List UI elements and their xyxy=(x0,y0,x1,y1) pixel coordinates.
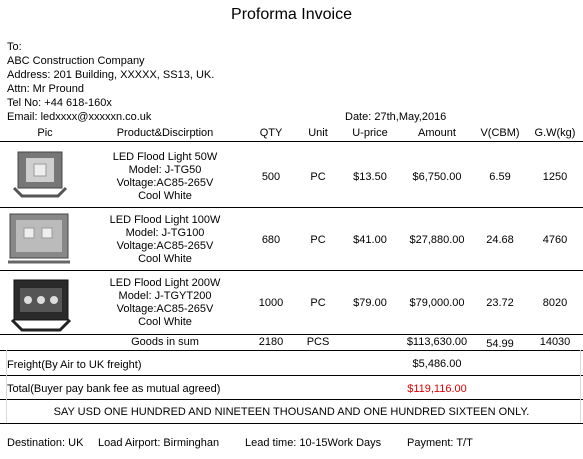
cell-cbm: 24.68 xyxy=(486,233,514,246)
sum-qty: 2180 xyxy=(258,336,284,348)
column-header: Unit xyxy=(308,127,328,139)
rule xyxy=(0,141,583,142)
recipient-line: Email: ledxxxx@xxxxxn.co.uk xyxy=(7,111,152,123)
footer-item: Load Airport: Birminghan xyxy=(98,437,220,449)
cell-unit: PC xyxy=(310,171,326,183)
cell-amount: $79,000.00 xyxy=(409,297,465,309)
product-line: Model: J-TG50 xyxy=(128,164,202,176)
recipient-line: To: xyxy=(7,41,22,53)
rule xyxy=(0,207,583,208)
cell-unit: PC xyxy=(310,297,326,309)
sum-cbm: 54.99 xyxy=(486,338,514,350)
freight-value: $5,486.00 xyxy=(412,358,462,370)
footer-item: Lead time: 10-15Work Days xyxy=(245,437,382,449)
product-line: Model: J-TGYT200 xyxy=(118,290,212,302)
sum-amount: $113,630.00 xyxy=(406,336,468,348)
flood-light-200w xyxy=(10,279,72,332)
title: Proforma Invoice xyxy=(231,6,352,23)
product-line: Cool White xyxy=(138,252,192,265)
recipient-line: Attn: Mr Pround xyxy=(7,83,85,95)
column-header: Pic xyxy=(37,127,53,139)
recipient-line: Address: 201 Building, XXXXX, SS13, UK. xyxy=(7,69,215,81)
freight-label: Freight(By Air to UK freight) xyxy=(7,359,142,371)
rule xyxy=(0,350,583,351)
cell-cbm: 23.72 xyxy=(486,297,514,309)
column-header: QTY xyxy=(259,127,283,139)
cell-price: $13.50 xyxy=(353,171,387,183)
column-header: G.W(kg) xyxy=(534,127,576,139)
rule xyxy=(0,334,583,335)
cell-price: $79.00 xyxy=(353,297,387,309)
total-label: Total(Buyer pay bank fee as mutual agree… xyxy=(7,383,221,395)
rule xyxy=(0,270,583,271)
product-line: LED Flood Light 100W xyxy=(109,213,221,226)
recipient-line: Tel No: +44 618-160x xyxy=(7,97,112,109)
product-line: LED Flood Light 50W xyxy=(112,151,218,163)
rule xyxy=(0,423,583,424)
product-line: Voltage:AC85-265V xyxy=(116,303,214,315)
cell-qty: 1000 xyxy=(258,297,284,309)
footer-item: Destination: UK xyxy=(7,437,84,449)
column-header: V(CBM) xyxy=(480,127,520,139)
sum-label: Goods in sum xyxy=(131,336,199,348)
date: Date: 27th,May,2016 xyxy=(345,111,447,123)
footer-item: Payment: T/T xyxy=(407,437,473,449)
cell-amount: $27,880.00 xyxy=(409,233,465,246)
column-header: U-price xyxy=(352,127,388,139)
cell-unit: PC xyxy=(310,233,326,246)
cell-cbm: 6.59 xyxy=(489,171,511,183)
column-rule xyxy=(580,350,581,423)
flood-light-100w xyxy=(8,213,70,264)
sum-unit: PCS xyxy=(306,336,330,348)
product-line: Voltage:AC85-265V xyxy=(116,239,214,252)
rule xyxy=(0,375,583,376)
product-line: Model: J-TG100 xyxy=(125,226,205,239)
column-header: Product&Discirption xyxy=(116,127,214,139)
flood-light-50w xyxy=(12,151,68,198)
recipient-line: ABC Construction Company xyxy=(7,55,145,67)
cell-gw: 1250 xyxy=(542,171,568,183)
rule xyxy=(0,399,583,400)
product-line: LED Flood Light 200W xyxy=(109,277,221,289)
cell-qty: 500 xyxy=(261,171,281,183)
cell-gw: 8020 xyxy=(542,297,568,309)
total-value: $119,116.00 xyxy=(407,383,467,395)
product-line: Voltage:AC85-265V xyxy=(116,177,214,189)
column-header: Amount xyxy=(418,127,456,139)
cell-gw: 4760 xyxy=(542,233,568,246)
cell-qty: 680 xyxy=(261,233,281,246)
column-rule xyxy=(6,350,7,423)
product-line: Cool White xyxy=(138,316,192,328)
cell-price: $41.00 xyxy=(353,233,387,246)
sum-gw: 14030 xyxy=(539,336,571,348)
cell-amount: $6,750.00 xyxy=(412,171,462,183)
product-line: Cool White xyxy=(138,190,192,202)
amount-in-words: SAY USD ONE HUNDRED AND NINETEEN THOUSAN… xyxy=(53,406,530,418)
